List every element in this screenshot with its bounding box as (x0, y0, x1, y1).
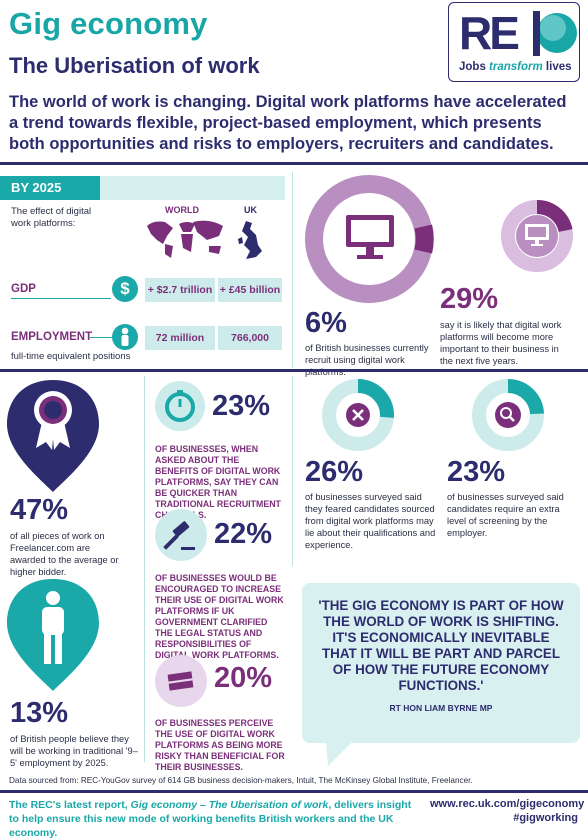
stopwatch-badge (155, 381, 205, 431)
employment-line (90, 337, 112, 338)
lie-donut-26pct (322, 379, 394, 451)
gdp-uk-value: + £45 billion (218, 278, 282, 302)
quote-attribution: RT HON LIAM BYRNE MP (389, 703, 493, 713)
gdp-label: GDP (11, 283, 36, 295)
freelancer-text: of all pieces of work on Freelancer.com … (10, 531, 119, 577)
computer-monitor-icon (346, 215, 394, 259)
mid-22pct: 22% (214, 518, 273, 550)
nine-five-text: of British people believe they will be w… (10, 734, 138, 768)
right-26pct: 26% (305, 456, 364, 488)
hashtag-link[interactable]: #gigworking (513, 812, 578, 824)
screening-donut-23pct (472, 378, 544, 451)
employment-world-value: 72 million (145, 326, 215, 350)
uk-map-icon (238, 221, 262, 259)
page-title: Gig economy (9, 6, 208, 41)
recruit-29pct: 29% (440, 283, 499, 315)
quote-text: 'THE GIG ECONOMY IS PART OF HOW THE WORL… (318, 598, 564, 693)
by2025-label: BY 2025 (0, 176, 100, 200)
mid-divider (292, 376, 293, 566)
dollar-icon: $ (112, 276, 138, 302)
footer-rule (0, 790, 588, 793)
employment-label: EMPLOYMENT (11, 331, 93, 343)
effect-text: The effect of digital work platforms: (11, 206, 92, 229)
recruit-6pct-text: of British businesses currently recruit … (305, 343, 429, 377)
recruit-29pct-text: say it is likely that digital work platf… (440, 320, 562, 366)
intro-text: The world of work is changing. Digital w… (9, 93, 567, 153)
mid-22pct-caption: OF BUSINESSES WOULD BE ENCOURAGED TO INC… (155, 573, 284, 660)
section-divider (292, 172, 293, 368)
banknotes-badge (155, 655, 207, 707)
page-subtitle: The Uberisation of work (9, 53, 260, 78)
uk-label: UK (244, 205, 257, 215)
mid-20pct: 20% (214, 662, 273, 694)
world-map-icon (147, 220, 223, 258)
report-blurb: The REC's latest report, Gig economy – T… (9, 799, 412, 839)
small-monitor-icon (525, 224, 549, 246)
data-source: Data sourced from: REC-YouGov survey of … (9, 776, 473, 785)
nine-five-13pct: 13% (10, 697, 69, 729)
rec-tagline: Jobs transform lives (459, 61, 572, 73)
website-link[interactable]: www.rec.uk.com/gigeconomy (430, 798, 585, 810)
section-rule (0, 369, 588, 372)
mid-23pct: 23% (212, 390, 271, 422)
left-divider (144, 376, 145, 762)
mid-20pct-caption: OF BUSINESSES PERCEIVE THE USE OF DIGITA… (155, 718, 285, 772)
quote-pointer (326, 740, 354, 766)
fte-note: full-time equivalent positions (11, 351, 131, 362)
employment-uk-value: 766,000 (218, 326, 282, 350)
rec-logo-mark-icon: RE (459, 7, 577, 59)
gdp-line (11, 298, 111, 299)
right-23pct: 23% (447, 456, 506, 488)
quote-box (302, 583, 580, 743)
header-rule (0, 162, 588, 165)
world-label: WORLD (165, 205, 199, 215)
recruit-6pct: 6% (305, 307, 347, 339)
person-standing-icon (42, 591, 64, 664)
rec-logo[interactable]: RE Jobs transform lives (448, 2, 580, 82)
rosette-award-icon (34, 391, 72, 450)
gdp-world-value: + $2.7 trillion (145, 278, 215, 302)
right-26pct-text: of businesses surveyed said they feared … (305, 492, 436, 550)
person-icon (112, 324, 138, 350)
freelancer-47pct: 47% (10, 494, 69, 526)
right-23pct-text: of businesses surveyed said candidates r… (447, 492, 564, 538)
svg-text:RE: RE (459, 7, 518, 59)
gavel-badge (155, 509, 207, 561)
